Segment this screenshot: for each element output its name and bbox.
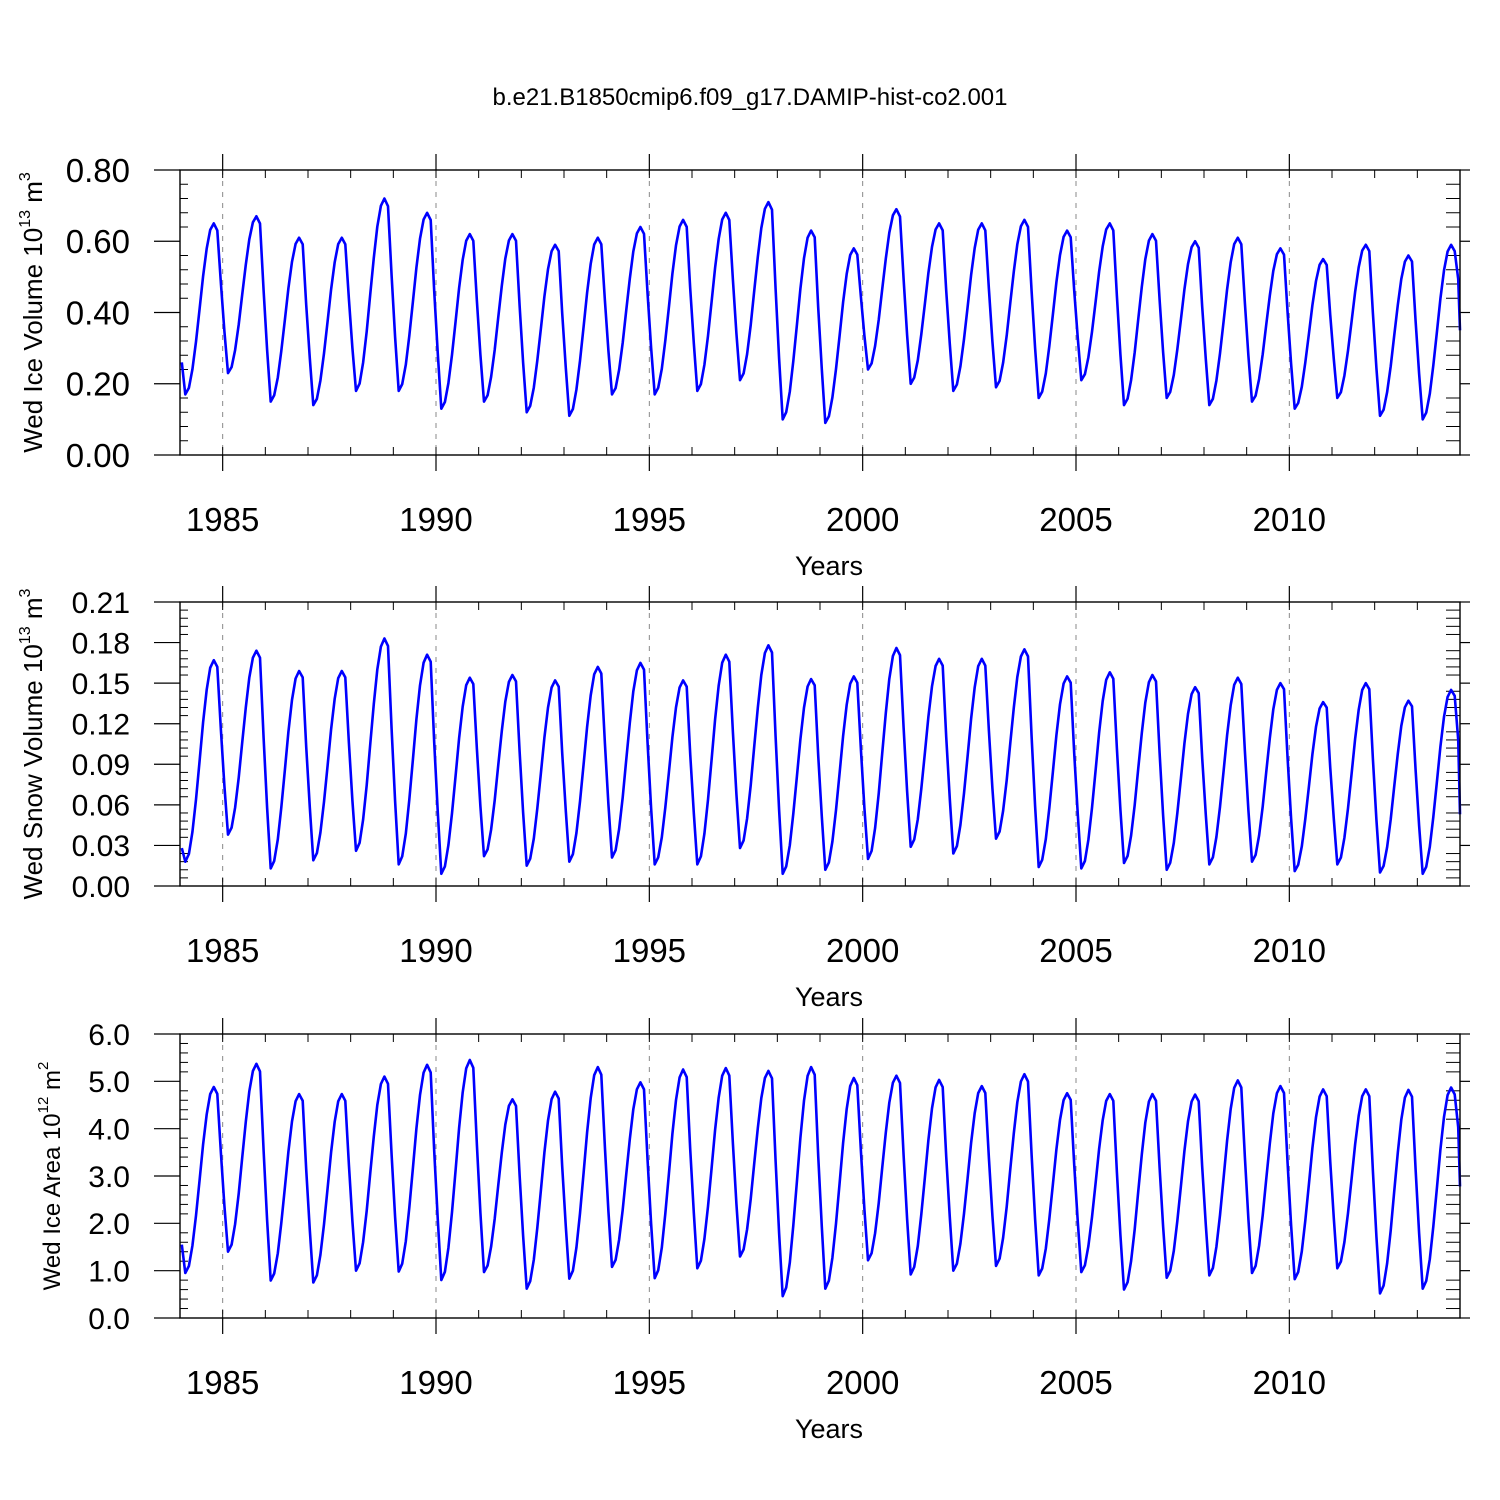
x-tick-label: 2005	[1039, 501, 1112, 538]
y-tick-label: 5.0	[88, 1066, 130, 1099]
y-tick-label: 0.20	[66, 366, 130, 403]
x-tick-label: 1990	[399, 1364, 472, 1401]
plot-frame	[179, 1033, 1461, 1319]
x-tick-label: 1985	[186, 932, 259, 969]
y-tick-label: 0.80	[66, 152, 130, 189]
x-tick-label: 2010	[1253, 1364, 1326, 1401]
x-tick-label: 1995	[613, 932, 686, 969]
x-tick-label: 1995	[613, 501, 686, 538]
y-tick-label: 6.0	[88, 1019, 130, 1052]
x-tick-label: 1990	[399, 501, 472, 538]
series-line-3	[180, 1058, 1462, 1298]
x-tick-label: 2000	[826, 932, 899, 969]
chart-panel-1: 0.00 0.20 0.40 0.60 0.80 1985 1990 1995 2000 2005…	[17, 152, 1470, 581]
chart-panel-3: 0.0 1.0 2.0 3.0 4.0 5.0 6.0 1985 1990 1995 2000 200…	[35, 1018, 1470, 1444]
y-tick-label: 2.0	[88, 1208, 130, 1241]
y-tick-label: 0.00	[72, 871, 130, 904]
x-tick-label: 2000	[826, 501, 899, 538]
y-tick-label: 0.15	[72, 668, 130, 701]
y-tick-label: 0.12	[72, 709, 130, 742]
series-line-1	[180, 197, 1462, 425]
x-tick-label: 1990	[399, 932, 472, 969]
chart-panel-2: 0.00 0.03 0.06 0.09 0.12 0.15 0.18 0.21 1985 1990…	[17, 586, 1470, 1012]
y-axis-title: Wed Ice Area 1012 m2	[35, 1062, 66, 1291]
x-tick-label: 1995	[613, 1364, 686, 1401]
panels: 0.00 0.20 0.40 0.60 0.80 1985 1990 1995 2000 2005…	[17, 152, 1470, 1444]
x-tick-label: 2010	[1253, 501, 1326, 538]
x-tick-label: 1985	[186, 501, 259, 538]
x-tick-label: 2005	[1039, 932, 1112, 969]
x-tick-label: 2000	[826, 1364, 899, 1401]
y-tick-label: 1.0	[88, 1255, 130, 1288]
x-tick-label: 2005	[1039, 1364, 1112, 1401]
y-tick-label: 0.0	[88, 1303, 130, 1336]
y-axis-title: Wed Snow Volume 1013 m3	[17, 588, 48, 899]
x-tick-label: 2010	[1253, 932, 1326, 969]
x-axis-title: Years	[795, 982, 863, 1012]
y-tick-label: 0.00	[66, 437, 130, 474]
y-tick-label: 4.0	[88, 1113, 130, 1146]
x-axis-title: Years	[795, 1414, 863, 1444]
y-tick-label: 0.09	[72, 749, 130, 782]
y-tick-label: 0.06	[72, 790, 130, 823]
x-tick-label: 1985	[186, 1364, 259, 1401]
y-tick-label: 0.18	[72, 627, 130, 660]
series-line-2	[180, 637, 1462, 876]
y-axis-title: Wed Ice Volume 1013 m3	[17, 172, 48, 453]
y-tick-label: 0.40	[66, 294, 130, 331]
y-tick-label: 0.21	[72, 587, 130, 620]
x-axis-title: Years	[795, 551, 863, 581]
y-tick-label: 0.03	[72, 830, 130, 863]
y-tick-label: 3.0	[88, 1161, 130, 1194]
plot-frame	[179, 169, 1461, 456]
figure-title: b.e21.B1850cmip6.f09_g17.DAMIP-hist-co2.…	[493, 84, 1008, 111]
plot-frame	[179, 601, 1461, 887]
y-tick-label: 0.60	[66, 223, 130, 260]
